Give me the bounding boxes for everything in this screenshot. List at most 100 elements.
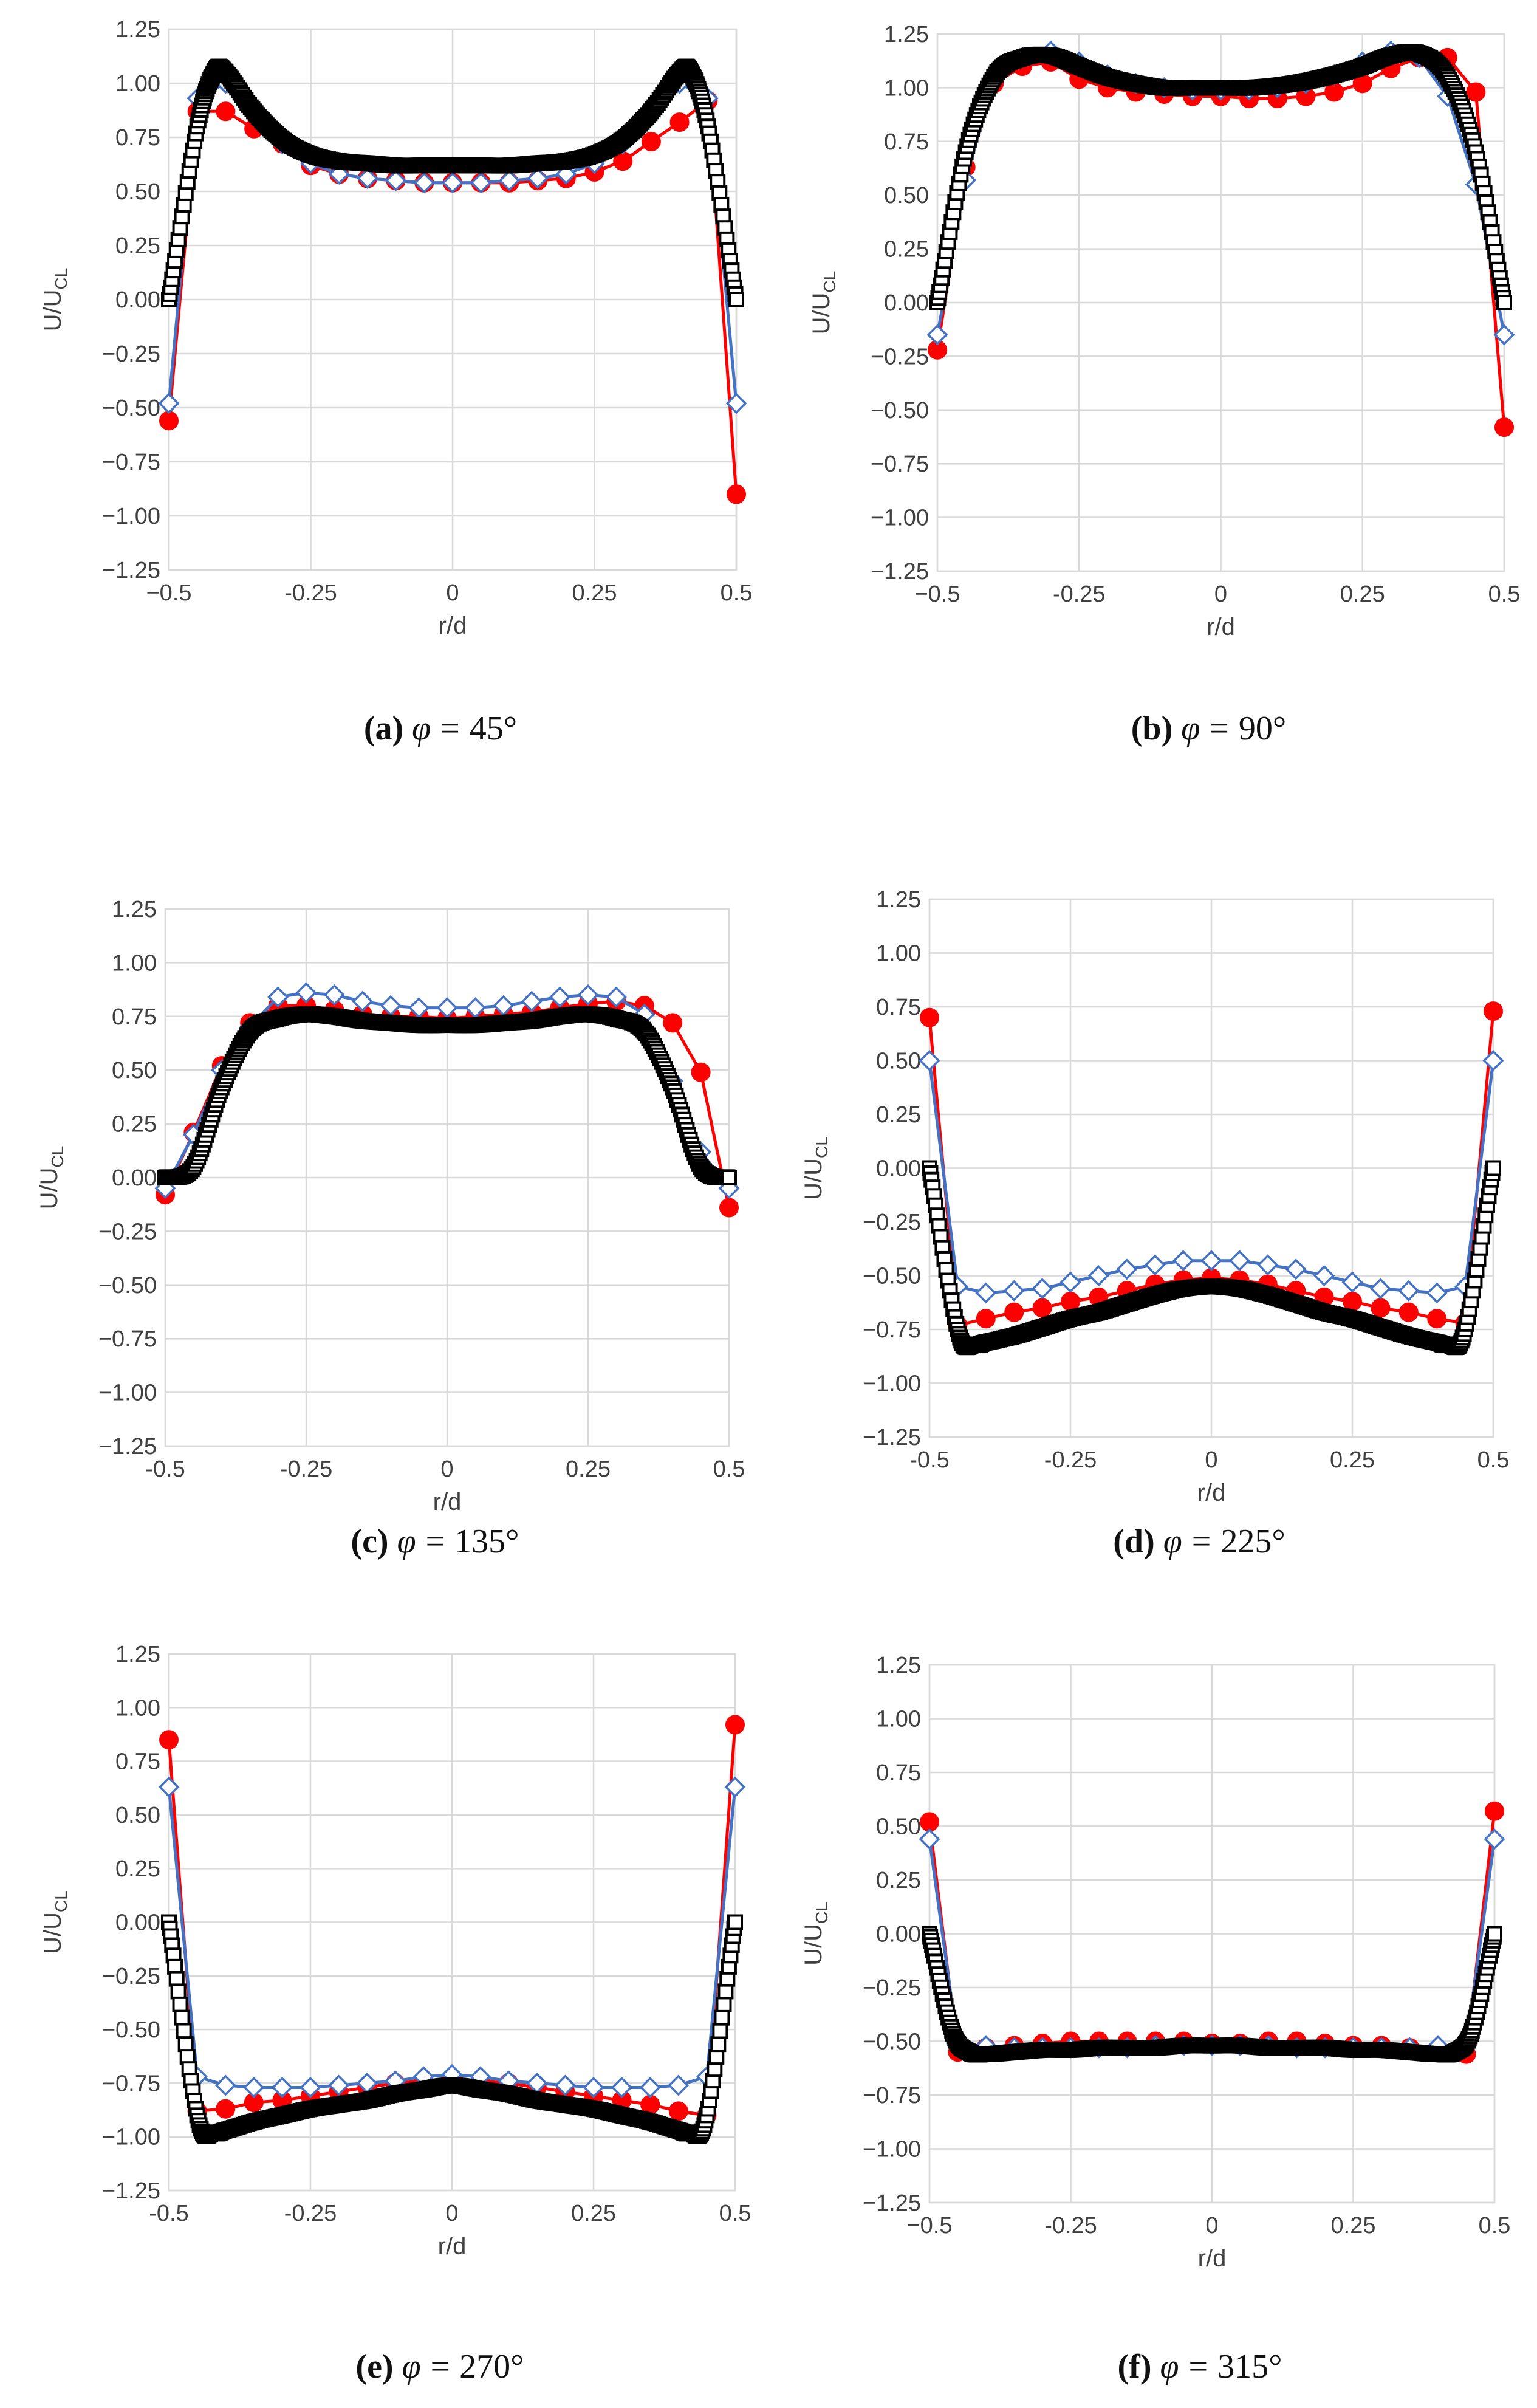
y-axis-label-subscript: CL: [812, 1902, 831, 1924]
x-tick-label: -0.5: [145, 1456, 185, 1482]
x-axis-label: r/d: [433, 1489, 462, 1515]
y-tick-label: 0.75: [115, 1749, 160, 1775]
data-point-circle: [1484, 1001, 1503, 1021]
y-tick-label: 1.00: [115, 1695, 160, 1721]
x-tick-label: -0.25: [284, 2201, 337, 2226]
y-tick-label: 0.50: [112, 1058, 157, 1083]
y-tick-label: −0.50: [102, 2017, 160, 2043]
data-point-diamond: [385, 170, 407, 191]
data-point-diamond: [926, 324, 948, 346]
x-tick-label: 0: [445, 2201, 458, 2226]
y-tick-label: 0.50: [884, 183, 929, 208]
data-point-diamond: [271, 2076, 293, 2098]
x-tick-label: -0.5: [909, 1447, 949, 1473]
y-axis-label-main: U/U: [800, 1158, 827, 1200]
caption-label: (f): [1118, 2348, 1152, 2386]
data-point-diamond: [577, 984, 599, 1006]
series-black-squares: [161, 1914, 743, 2144]
data-point-diamond: [357, 168, 378, 190]
series-black-squares: [929, 44, 1512, 310]
data-point-diamond: [527, 168, 549, 190]
chart-panel-c: 1.251.000.750.500.250.00−0.25−0.50−0.75−…: [36, 897, 745, 1560]
caption-equals: =: [431, 2348, 450, 2386]
data-point-circle: [1427, 1309, 1447, 1329]
y-tick-label: 1.25: [115, 1642, 160, 1667]
chart-panel-e: 1.251.000.750.500.250.00−0.25−0.50−0.75−…: [39, 1642, 751, 2386]
data-point-diamond: [1285, 1258, 1307, 1280]
data-point-circle: [1004, 1302, 1024, 1322]
x-tick-label: −0.5: [906, 2213, 952, 2238]
caption-label: (c): [351, 1523, 388, 1560]
data-point-diamond: [1341, 1271, 1363, 1293]
x-tick-label: 0.25: [572, 580, 617, 606]
y-tick-label: −0.75: [102, 2071, 160, 2096]
data-point-diamond: [300, 2076, 321, 2098]
y-tick-label: −0.50: [863, 2029, 921, 2055]
x-tick-label: 0.5: [1488, 581, 1521, 607]
data-point-diamond: [214, 2074, 236, 2096]
chart-panel-a: 1.251.000.750.500.250.00−0.25−0.50−0.75−…: [39, 17, 752, 747]
caption-angle: 270°: [459, 2348, 524, 2386]
data-point-circle: [216, 2099, 236, 2119]
y-axis-label-subscript: CL: [52, 268, 70, 290]
y-tick-label: 1.00: [115, 71, 160, 97]
data-point-square: [176, 2023, 192, 2039]
caption-equals: =: [1192, 1523, 1211, 1560]
y-tick-label: 0.00: [876, 1156, 921, 1182]
y-tick-label: 0.00: [112, 1165, 157, 1191]
x-tick-label: 0.25: [1340, 581, 1385, 607]
y-tick-label: −1.00: [102, 2125, 160, 2150]
y-tick-label: −0.75: [102, 450, 160, 475]
caption-equals: =: [1210, 710, 1229, 747]
y-tick-label: 1.25: [112, 897, 157, 922]
data-point-diamond: [1398, 1280, 1420, 1302]
data-point-circle: [727, 484, 746, 504]
y-tick-label: −1.25: [102, 2178, 160, 2204]
data-point-circle: [1032, 1298, 1052, 1318]
x-axis-label: r/d: [1198, 2245, 1227, 2272]
data-point-diamond: [442, 172, 464, 194]
x-tick-label: −0.5: [914, 581, 960, 607]
caption-symbol: φ: [1181, 710, 1200, 747]
data-point-diamond: [1482, 1050, 1504, 1071]
x-axis-label: r/d: [438, 2233, 467, 2260]
data-point-diamond: [1484, 1828, 1505, 1850]
data-point-diamond: [668, 2074, 690, 2096]
y-tick-label: 0.25: [876, 1868, 921, 1893]
y-tick-label: 0.50: [115, 179, 160, 205]
chart-panel-b: 1.251.000.750.500.250.00−0.25−0.50−0.75−…: [808, 22, 1520, 747]
y-axis-label: U/UCL: [808, 271, 839, 335]
caption-angle: 45°: [470, 710, 517, 747]
data-point-diamond: [724, 1776, 746, 1798]
y-tick-label: 1.25: [115, 17, 160, 43]
data-point-diamond: [1059, 1271, 1081, 1293]
y-tick-label: 0.75: [115, 125, 160, 151]
data-point-square: [714, 2009, 730, 2026]
y-tick-label: −1.00: [98, 1381, 157, 1406]
panel-caption: (e) φ = 270°: [355, 2348, 524, 2386]
data-point-diamond: [554, 2074, 576, 2096]
x-tick-label: 0: [1205, 2213, 1218, 2238]
data-point-square: [728, 292, 744, 307]
data-point-diamond: [1313, 1265, 1335, 1286]
series-black-squares: [922, 1160, 1501, 1356]
data-point-circle: [725, 1715, 745, 1735]
y-tick-label: 0.00: [115, 1910, 160, 1936]
x-tick-label: 0: [1205, 1447, 1217, 1473]
y-tick-label: −1.25: [871, 559, 929, 585]
y-tick-label: −0.25: [871, 344, 929, 369]
y-tick-label: 0.75: [876, 1760, 921, 1786]
y-tick-label: −0.75: [863, 1317, 921, 1343]
y-tick-label: −0.75: [863, 2083, 921, 2108]
x-tick-label: 0: [446, 580, 459, 606]
y-axis-label: U/UCL: [39, 268, 70, 332]
x-tick-label: 0.5: [719, 2201, 751, 2226]
data-point-diamond: [352, 990, 374, 1012]
series-black-squares: [161, 58, 744, 307]
y-tick-label: −0.50: [863, 1264, 921, 1289]
y-axis-label: U/UCL: [800, 1902, 831, 1966]
y-tick-label: 0.25: [112, 1112, 157, 1137]
data-point-diamond: [295, 982, 317, 1004]
data-point-circle: [691, 1062, 711, 1082]
